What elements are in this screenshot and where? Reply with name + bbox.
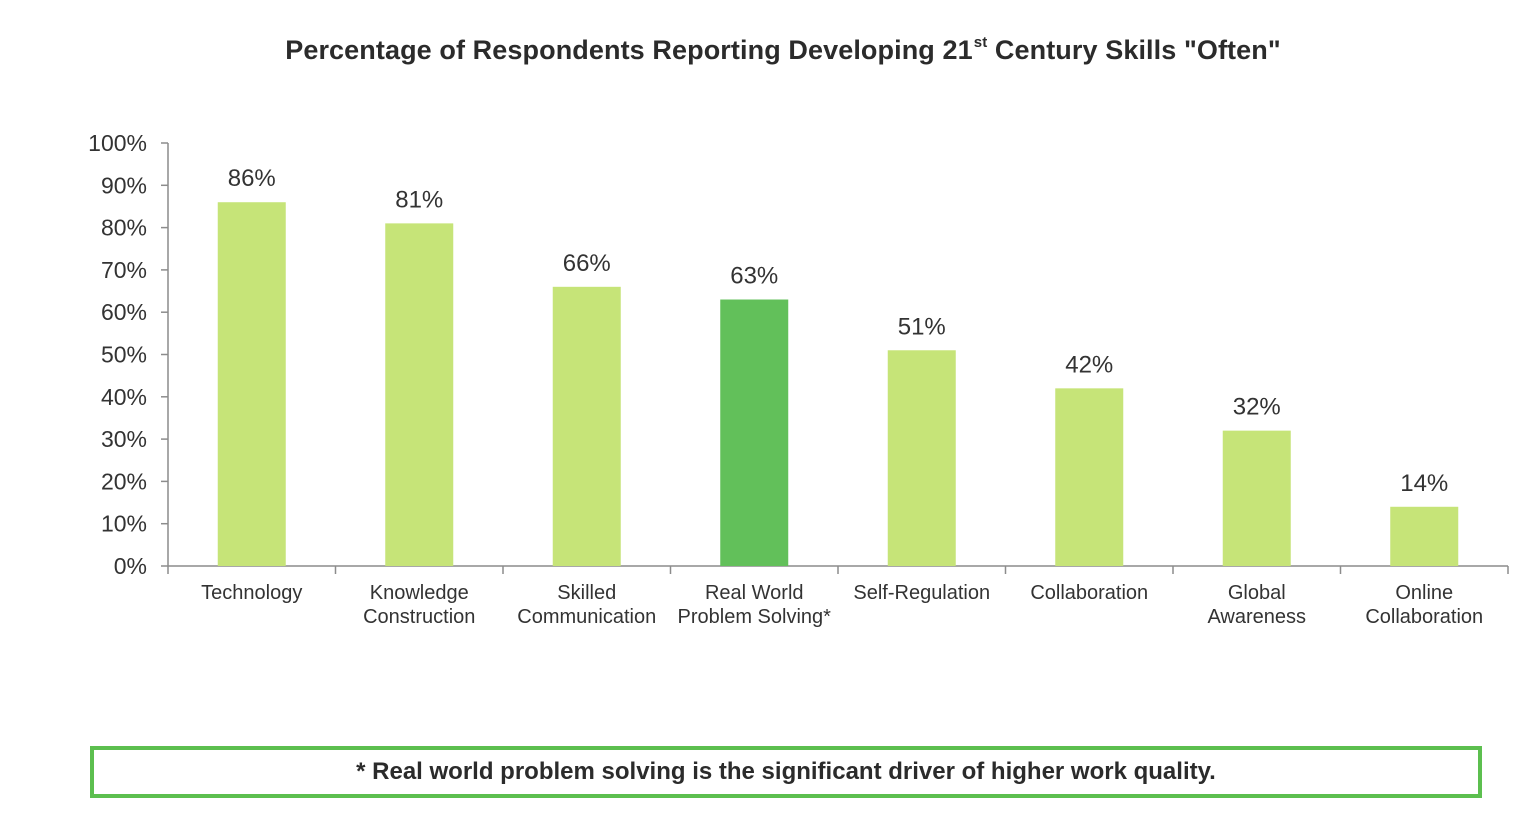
data-label: 51% — [898, 313, 946, 340]
bar — [1222, 430, 1291, 566]
category-label-line: Self-Regulation — [853, 582, 990, 604]
y-tick-label: 100% — [88, 130, 147, 156]
bar — [217, 202, 286, 566]
y-tick-label: 50% — [101, 342, 147, 368]
category-label-line: Online — [1395, 582, 1453, 604]
y-tick-label: 0% — [114, 553, 147, 579]
y-tick-label: 60% — [101, 299, 147, 325]
y-tick-label: 30% — [101, 426, 147, 452]
y-tick-label: 80% — [101, 215, 147, 241]
bar-chart: 0% 10% 20% 30% 40% 50% 60% 70% 80% 90% 100% 86% 81%… — [88, 130, 1509, 628]
chart-title: Percentage of Respondents Reporting Deve… — [0, 34, 1526, 66]
chart-title-superscript: st — [973, 34, 988, 51]
bar — [887, 350, 956, 566]
data-labels: 86% 81% 66% 63% 51% 42% 32% 14% — [228, 165, 1449, 497]
category-label-line: Problem Solving* — [678, 606, 832, 628]
category-label: Knowledge Construction — [363, 582, 475, 628]
bar — [1055, 388, 1124, 566]
y-tick-label: 70% — [101, 257, 147, 283]
category-label-line: Knowledge — [370, 582, 469, 604]
bars — [217, 202, 1459, 566]
category-label: Online Collaboration — [1365, 582, 1483, 628]
category-label-line: Awareness — [1207, 606, 1306, 628]
data-label: 66% — [563, 250, 611, 277]
bar — [1390, 506, 1459, 566]
y-axis: 0% 10% 20% 30% 40% 50% 60% 70% 80% 90% 100% — [88, 130, 169, 579]
category-label: Real World Problem Solving* — [678, 582, 832, 628]
y-tick-label: 20% — [101, 468, 147, 494]
category-label: Technology — [201, 582, 302, 604]
chart-title-main: Percentage of Respondents Reporting Deve… — [285, 35, 973, 65]
category-label-line: Real World — [705, 582, 804, 604]
chart-title-suffix: Century Skills "Often" — [987, 35, 1281, 65]
bar — [385, 223, 454, 566]
y-tick-label: 10% — [101, 511, 147, 537]
x-axis — [167, 565, 1509, 574]
bar — [552, 286, 621, 566]
y-tick-label: 40% — [101, 384, 147, 410]
data-label: 32% — [1233, 394, 1281, 421]
data-label: 81% — [395, 186, 443, 213]
footnote-box: * Real world problem solving is the sign… — [90, 746, 1482, 798]
category-label: Skilled Communication — [517, 582, 656, 628]
category-label: Collaboration — [1030, 582, 1148, 604]
category-label: Self-Regulation — [853, 582, 990, 604]
data-label: 63% — [730, 263, 778, 290]
category-label-line: Skilled — [557, 582, 616, 604]
y-tick-label: 90% — [101, 172, 147, 198]
category-label: Global Awareness — [1207, 582, 1306, 628]
data-label: 42% — [1065, 351, 1113, 378]
category-label-line: Construction — [363, 606, 475, 628]
category-label-line: Technology — [201, 582, 302, 604]
category-label-line: Collaboration — [1030, 582, 1148, 604]
data-label: 14% — [1400, 470, 1448, 497]
category-label-line: Communication — [517, 606, 656, 628]
footnote-text: * Real world problem solving is the sign… — [356, 758, 1216, 785]
category-label-line: Collaboration — [1365, 606, 1483, 628]
bar — [720, 299, 789, 566]
data-label: 86% — [228, 165, 276, 192]
category-label-line: Global — [1228, 582, 1286, 604]
